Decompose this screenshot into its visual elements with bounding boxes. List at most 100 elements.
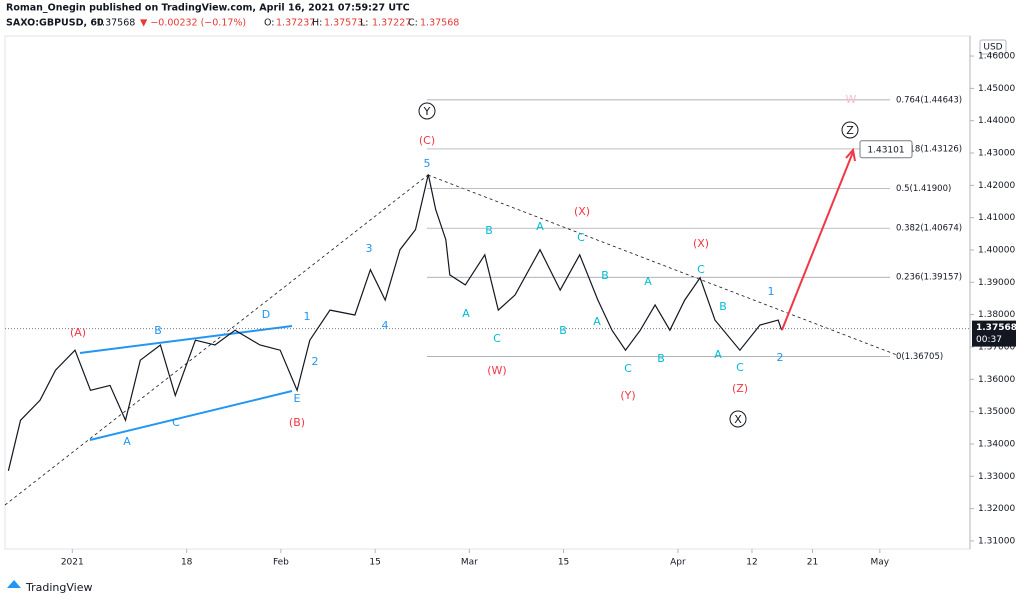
wave-label: (W) [487,364,506,377]
wave-label: 4 [382,319,389,332]
wave-label: B [559,324,567,337]
wave-label: A [593,315,601,328]
wave-label: W [846,93,857,106]
ohlc-key: C: [408,18,418,29]
x-tick-label: 2021 [61,558,84,568]
y-tick-label: 1.44000 [978,116,1015,126]
fib-label: 0.236(1.39157) [896,273,962,283]
brand: TradingView [25,581,92,594]
brand-logo [7,580,21,588]
wave-label: A [644,275,652,288]
wave-label: B [601,269,609,282]
fib-label: 0(1.36705) [896,352,943,362]
x-tick-label: Feb [273,558,289,568]
fib-label: 0.382(1.40674) [896,224,962,234]
wave-label: C [624,362,632,375]
y-tick-label: 1.35000 [978,407,1015,417]
x-tick-label: May [871,558,890,568]
wave-label: C [736,361,744,374]
channel-line [89,390,293,441]
wave-label: C [697,263,705,276]
target-box [859,140,913,159]
y-tick-label: 1.41000 [978,213,1015,223]
price-line-series [7,174,783,471]
x-tick-label: 18 [181,558,193,568]
wave-label: (Y) [620,389,635,402]
y-tick-label: 1.38000 [978,310,1015,320]
y-tick-label: 1.37000 [978,342,1015,352]
wave-label: A [536,220,544,233]
price-tag [972,320,1016,347]
wave-label: 5 [424,157,431,170]
wave-circle [841,121,859,139]
y-tick-label: 1.43000 [978,149,1015,159]
wave-label: 1 [768,285,775,298]
currency-box [979,39,1007,55]
wave-label: (C) [419,134,435,147]
wave-label: B [719,300,727,313]
x-tick-label: 21 [807,558,818,568]
y-tick-label: 1.31000 [978,536,1015,546]
wave-label: D [262,308,270,321]
ohlc-value: 1.37237 [276,18,315,29]
y-tick-label: 1.46000 [978,52,1015,62]
y-tick-label: 1.33000 [978,472,1015,482]
fib-label: 0.764(1.44643) [896,95,962,105]
ohlc-value: 1.37227 [372,18,411,29]
wave-label: B [485,224,493,237]
y-tick-label: 1.36000 [978,375,1015,385]
ohlc-value: 1.37573 [324,18,363,29]
wave-label: B [154,324,162,337]
wave-label: (X) [574,205,590,218]
author-line: Roman_Onegin published on TradingView.co… [6,3,410,14]
wave-circle [729,410,747,428]
wave-label: 1 [304,310,311,323]
ohlc-key: O: [264,18,275,29]
x-tick-label: 12 [746,558,757,568]
last-price: 1.37568 [96,18,135,29]
countdown: 00:37 [976,335,1002,345]
x-tick-label: Mar [461,558,478,568]
wave-label: C [172,416,180,429]
x-tick-label: 15 [369,558,380,568]
fib-label: 0.5(1.41900) [896,184,951,194]
wave-label: 3 [366,242,373,255]
currency: USD [983,43,1002,53]
y-tick-label: 1.34000 [978,439,1015,449]
wave-label: A [123,435,131,448]
wave-label: Y [423,105,431,118]
price-tag-label: 1.37568 [976,323,1017,333]
target-label: 1.43101 [867,145,904,155]
x-tick-label: Apr [670,558,686,568]
y-tick-label: 1.45000 [978,84,1015,94]
arrow-head [845,147,856,162]
wave-label: B [657,352,665,365]
symbol: SAXO:GBPUSD, 60 [6,18,104,29]
wave-label: (B) [289,416,305,429]
wave-label: X [734,413,742,426]
wave-label: (Z) [732,382,748,395]
x-tick-label: 15 [558,558,569,568]
wave-circle [418,102,436,120]
ohlc-key: H: [312,18,322,29]
y-tick-label: 1.39000 [978,278,1015,288]
wave-label: 2 [312,355,319,368]
y-tick-label: 1.40000 [978,245,1015,255]
y-tick-label: 1.32000 [978,504,1015,514]
wave-label: 2 [777,351,784,364]
channel-line [79,325,293,354]
wave-label: (X) [693,237,709,250]
change: ▼ −0.00232 (−0.17%) [140,18,246,29]
wave-label: C [493,332,501,345]
plot-layer: 1.31000 1.32000 1.33000 1.34000 1.35000 1.360… [5,52,1017,568]
projection-arrow [781,151,854,331]
ohlc-value: 1.37568 [420,18,459,29]
wave-label: Z [846,124,854,137]
ohlc-key: L: [360,18,369,29]
wave-label: (A) [70,326,86,339]
wave-label: A [714,348,722,361]
fib-label: 0.618(1.43126) [896,144,962,154]
